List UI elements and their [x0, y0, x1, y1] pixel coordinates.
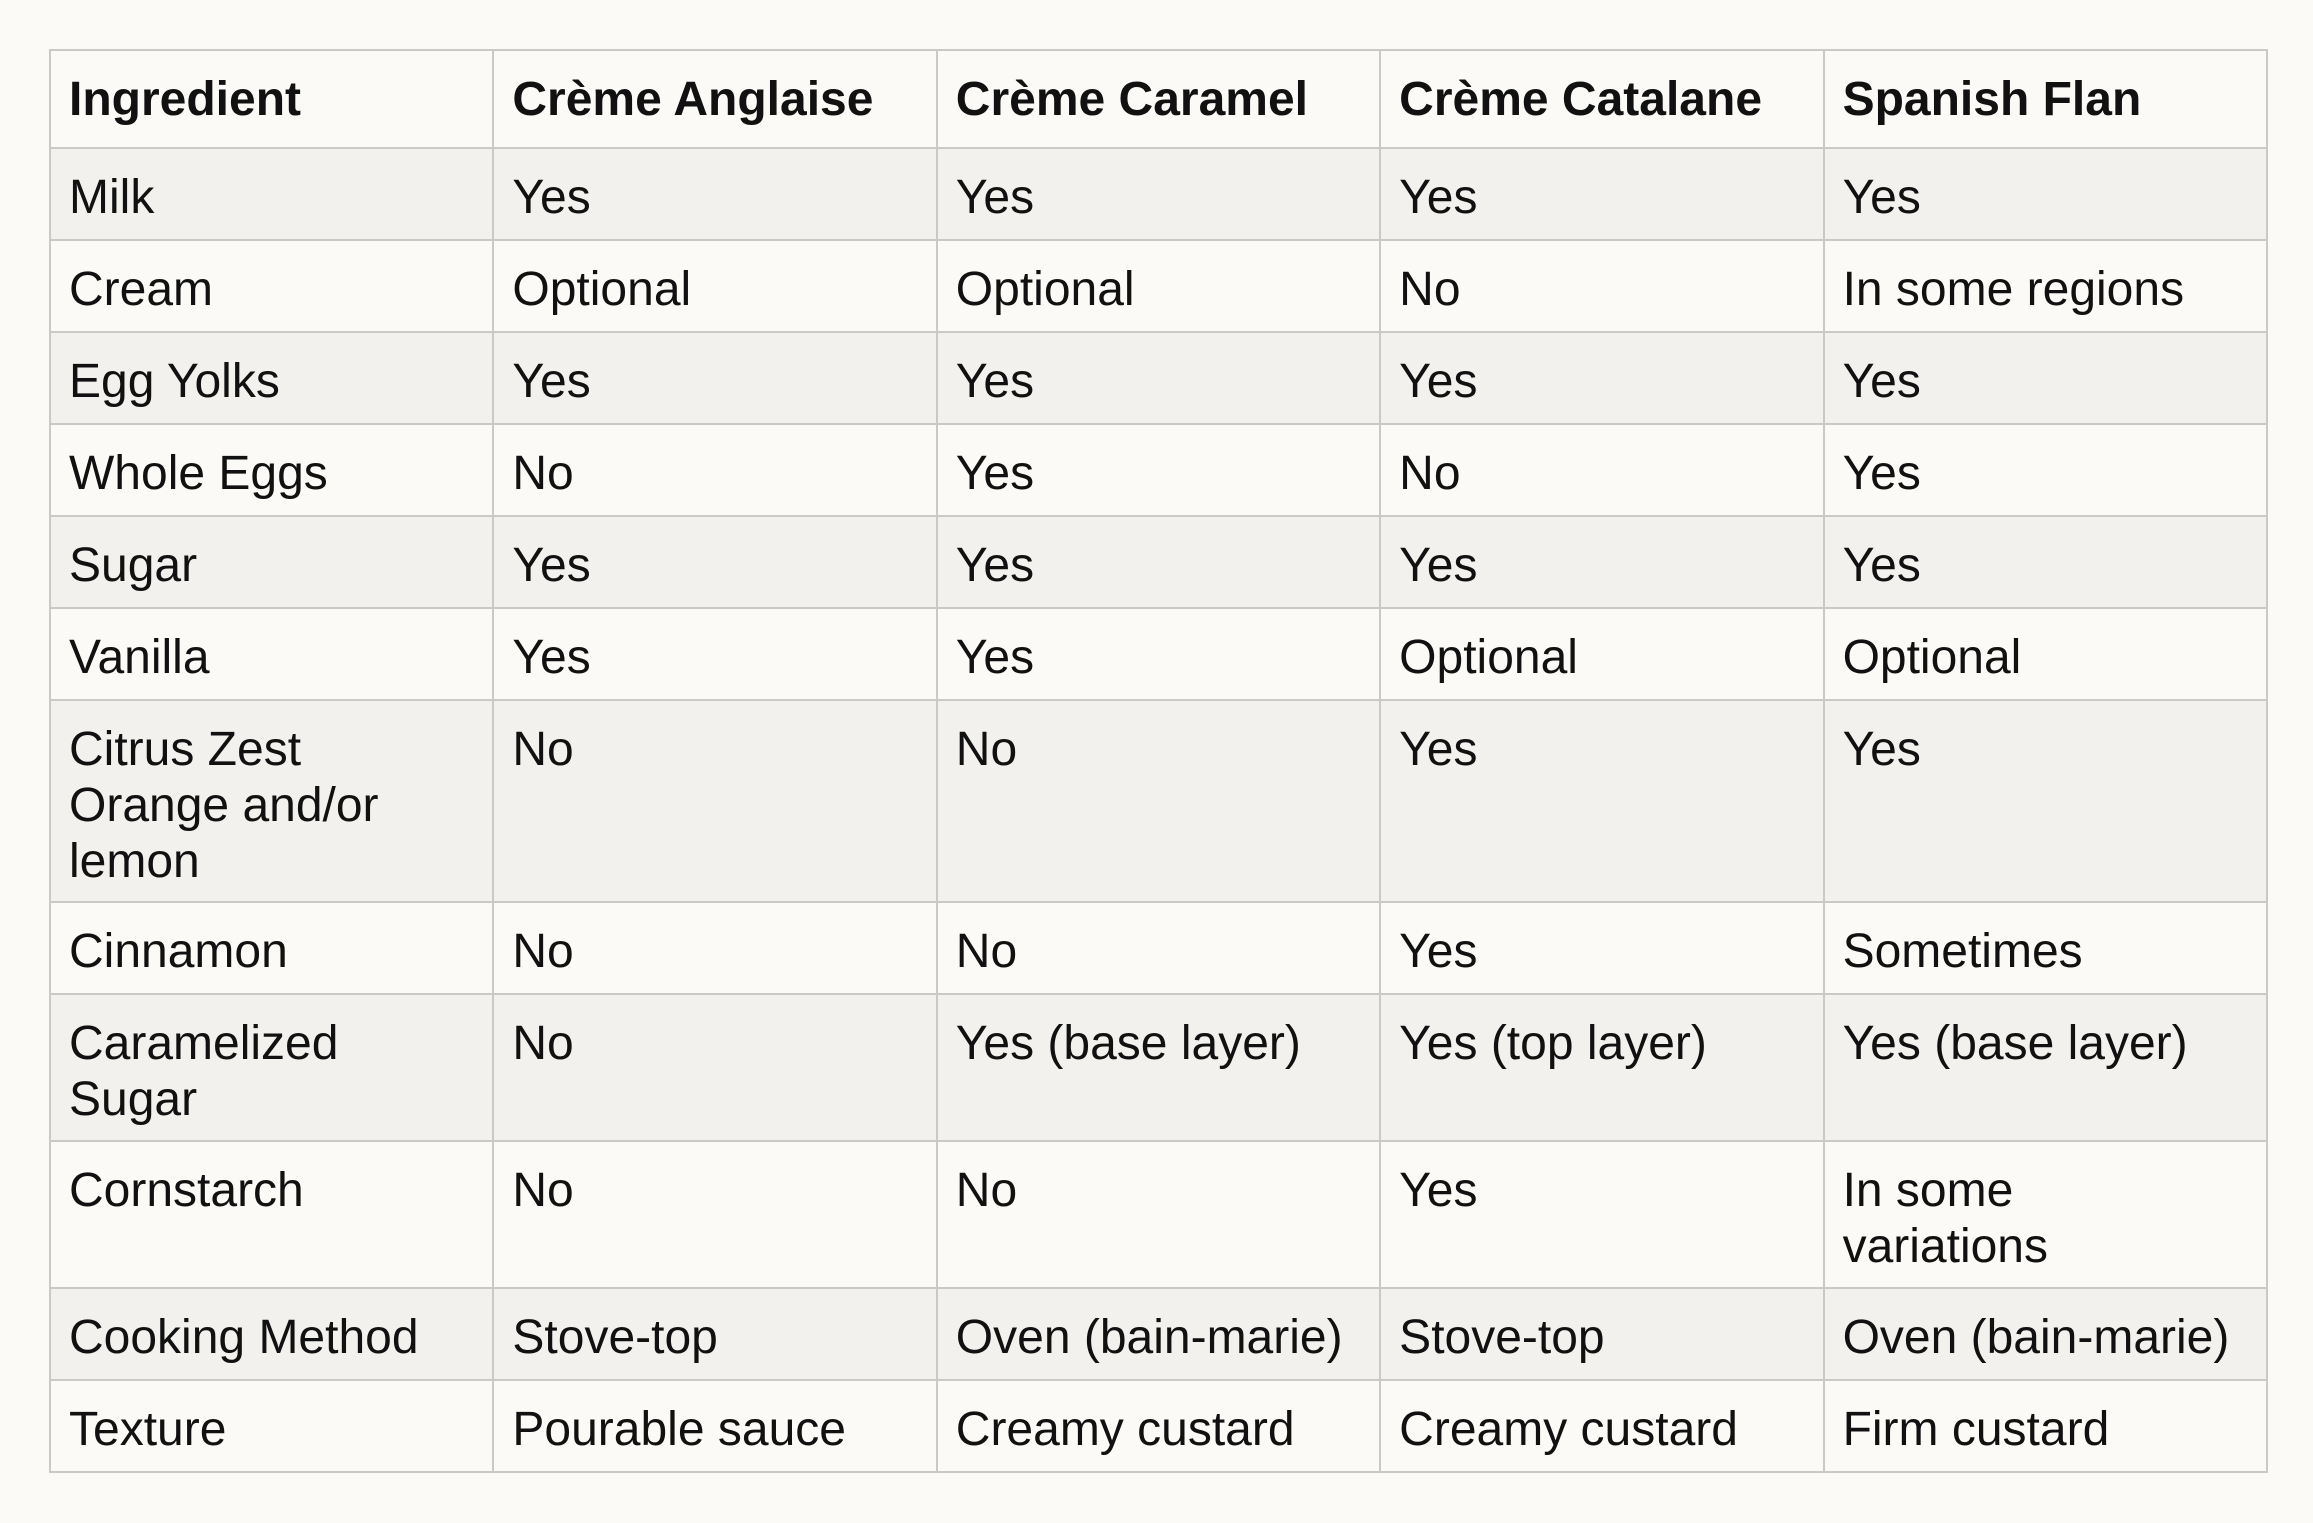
ingredient-cell: Cream	[48, 239, 495, 333]
table-cell: No	[1379, 423, 1825, 517]
table-cell: No	[935, 901, 1382, 995]
table-cell: Yes	[1379, 331, 1825, 425]
table-cell: Yes	[1822, 515, 2268, 609]
table-cell: Creamy custard	[1379, 1379, 1825, 1473]
table-row: Vanilla Yes Yes Optional Optional	[48, 607, 2268, 701]
table-cell: No	[935, 1140, 1382, 1289]
table-cell: Optional	[492, 239, 938, 333]
table-cell: Pourable sauce	[492, 1379, 938, 1473]
table-cell: No	[1379, 239, 1825, 333]
table-cell: No	[492, 993, 938, 1142]
ingredient-cell: Texture	[48, 1379, 495, 1473]
table-cell: Oven (bain-marie)	[935, 1287, 1382, 1381]
column-header-creme-anglaise: Crème Anglaise	[492, 49, 938, 149]
table-cell: Yes (base layer)	[1822, 993, 2268, 1142]
table-cell: No	[492, 901, 938, 995]
table-row: Caramelized Sugar No Yes (base layer) Ye…	[48, 993, 2268, 1142]
table-cell: No	[492, 423, 938, 517]
table-row: Whole Eggs No Yes No Yes	[48, 423, 2268, 517]
table-cell: Creamy custard	[935, 1379, 1382, 1473]
table-cell: Yes	[492, 607, 938, 701]
table-cell: Firm custard	[1822, 1379, 2268, 1473]
ingredient-cell: Egg Yolks	[48, 331, 495, 425]
table-cell: Yes	[492, 515, 938, 609]
table-cell: In some variations	[1822, 1140, 2268, 1289]
header-row: Ingredient Crème Anglaise Crème Caramel …	[48, 49, 2268, 149]
table-cell: Yes	[1822, 331, 2268, 425]
table-cell: In some regions	[1822, 239, 2268, 333]
ingredient-cell: Whole Eggs	[48, 423, 495, 517]
custard-comparison-table: Ingredient Crème Anglaise Crème Caramel …	[48, 49, 2268, 1473]
column-header-spanish-flan: Spanish Flan	[1822, 49, 2268, 149]
table-cell: Stove-top	[492, 1287, 938, 1381]
table-cell: Yes	[935, 331, 1382, 425]
table-cell: No	[492, 1140, 938, 1289]
table-cell: Yes	[935, 515, 1382, 609]
ingredient-cell: Citrus Zest Orange and/or lemon	[48, 699, 495, 903]
table-cell: Yes	[1822, 423, 2268, 517]
ingredient-cell: Milk	[48, 147, 495, 241]
column-header-creme-catalane: Crème Catalane	[1379, 49, 1825, 149]
column-header-creme-caramel: Crème Caramel	[935, 49, 1382, 149]
table-cell: Yes	[935, 423, 1382, 517]
table-cell: Yes (top layer)	[1379, 993, 1825, 1142]
table-cell: Stove-top	[1379, 1287, 1825, 1381]
table-row: Cream Optional Optional No In some regio…	[48, 239, 2268, 333]
table-cell: Yes (base layer)	[935, 993, 1382, 1142]
table-cell: No	[492, 699, 938, 903]
table-row: Milk Yes Yes Yes Yes	[48, 147, 2268, 241]
table-row: Sugar Yes Yes Yes Yes	[48, 515, 2268, 609]
table-cell: Yes	[1822, 699, 2268, 903]
table-cell: Yes	[492, 331, 938, 425]
table-cell: Yes	[935, 607, 1382, 701]
table-cell: No	[935, 699, 1382, 903]
table-cell: Yes	[1379, 1140, 1825, 1289]
table-cell: Yes	[1379, 699, 1825, 903]
table-cell: Yes	[492, 147, 938, 241]
ingredient-cell: Sugar	[48, 515, 495, 609]
table-row: Texture Pourable sauce Creamy custard Cr…	[48, 1379, 2268, 1473]
table-cell: Yes	[1822, 147, 2268, 241]
table-cell: Oven (bain-marie)	[1822, 1287, 2268, 1381]
table-cell: Optional	[1822, 607, 2268, 701]
ingredient-cell: Cornstarch	[48, 1140, 495, 1289]
table-row: Citrus Zest Orange and/or lemon No No Ye…	[48, 699, 2268, 903]
table-cell: Optional	[935, 239, 1382, 333]
table-cell: Yes	[1379, 901, 1825, 995]
table-row: Cornstarch No No Yes In some variations	[48, 1140, 2268, 1289]
ingredient-cell: Cinnamon	[48, 901, 495, 995]
table-cell: Sometimes	[1822, 901, 2268, 995]
ingredient-cell: Vanilla	[48, 607, 495, 701]
table-cell: Yes	[1379, 515, 1825, 609]
table-row: Cooking Method Stove-top Oven (bain-mari…	[48, 1287, 2268, 1381]
ingredient-cell: Caramelized Sugar	[48, 993, 495, 1142]
column-header-ingredient: Ingredient	[48, 49, 495, 149]
table-cell: Optional	[1379, 607, 1825, 701]
ingredient-cell: Cooking Method	[48, 1287, 495, 1381]
table-cell: Yes	[1379, 147, 1825, 241]
table-row: Egg Yolks Yes Yes Yes Yes	[48, 331, 2268, 425]
table-row: Cinnamon No No Yes Sometimes	[48, 901, 2268, 995]
table-cell: Yes	[935, 147, 1382, 241]
